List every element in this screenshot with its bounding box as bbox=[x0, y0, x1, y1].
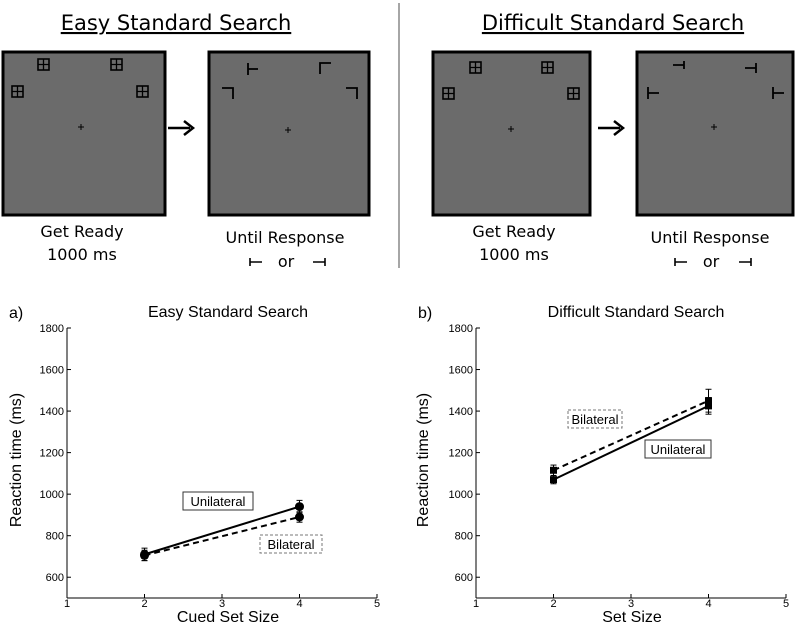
screen-get-ready bbox=[431, 50, 592, 217]
series-line-unilateral bbox=[144, 505, 300, 556]
y-tick-label: 1400 bbox=[40, 406, 64, 418]
x-tick-label: 1 bbox=[64, 598, 70, 610]
y-tick-label: 800 bbox=[46, 531, 64, 543]
chart-easy-search: a) Easy Standard Search Cued Set Size Re… bbox=[8, 304, 380, 625]
data-point bbox=[550, 476, 557, 484]
boxed-plus-icon bbox=[567, 87, 580, 100]
panel-label: b) bbox=[418, 305, 432, 322]
T-bar-icon bbox=[745, 63, 757, 73]
x-axis-label: Set Size bbox=[602, 609, 662, 625]
target-left-icon bbox=[249, 258, 262, 266]
target-right-icon bbox=[313, 258, 326, 266]
series-label-box bbox=[644, 439, 712, 459]
x-tick-label: 1 bbox=[473, 598, 479, 610]
display-screen bbox=[431, 50, 592, 217]
fixation-cross-icon bbox=[285, 127, 291, 133]
y-tick-label: 800 bbox=[455, 531, 473, 543]
T-bar-icon bbox=[673, 61, 685, 69]
screen-search bbox=[207, 50, 371, 217]
corner-L-icon bbox=[346, 87, 358, 99]
y-tick-label: 600 bbox=[455, 572, 473, 584]
caption-duration: 1000 ms bbox=[47, 245, 117, 264]
series-label: Bilateral bbox=[268, 537, 315, 552]
target-left-icon bbox=[674, 258, 687, 266]
boxed-plus-icon bbox=[469, 61, 482, 74]
y-axis-label: Reaction time (ms) bbox=[415, 393, 432, 527]
series-label: Unilateral bbox=[651, 442, 706, 457]
y-tick-label: 1000 bbox=[449, 489, 473, 501]
schematic-title: Easy Standard Search bbox=[61, 11, 292, 35]
T-bar-icon bbox=[647, 87, 659, 99]
right-arrow-icon bbox=[598, 120, 626, 136]
series-label-box bbox=[182, 491, 254, 511]
x-tick-label: 5 bbox=[783, 598, 789, 610]
screen-search bbox=[635, 50, 795, 217]
x-tick-label: 5 bbox=[374, 598, 380, 610]
series-label-box bbox=[567, 409, 623, 429]
y-axis-label: Reaction time (ms) bbox=[8, 393, 25, 527]
target-right-icon bbox=[739, 258, 752, 266]
fixation-cross-icon bbox=[711, 124, 717, 130]
corner-L-icon bbox=[247, 63, 258, 75]
series-label: Bilateral bbox=[572, 412, 619, 427]
T-bar-icon bbox=[772, 87, 784, 99]
series-line-bilateral bbox=[553, 399, 709, 472]
data-point bbox=[295, 512, 304, 522]
boxed-plus-icon bbox=[37, 58, 50, 71]
caption-get-ready: Get Ready bbox=[472, 222, 555, 241]
schematic-title: Difficult Standard Search bbox=[482, 11, 744, 35]
y-tick-label: 1600 bbox=[449, 365, 473, 377]
series-label-box bbox=[259, 534, 323, 554]
y-tick-label: 1400 bbox=[449, 406, 473, 418]
series-line-bilateral bbox=[144, 516, 300, 557]
boxed-plus-icon bbox=[11, 85, 24, 98]
caption-get-ready: Get Ready bbox=[40, 222, 123, 241]
chart-title: Easy Standard Search bbox=[148, 304, 308, 321]
boxed-plus-icon bbox=[110, 58, 123, 71]
boxed-plus-icon bbox=[442, 87, 455, 100]
series-line-unilateral bbox=[553, 404, 709, 481]
y-tick-label: 1800 bbox=[40, 323, 64, 335]
fixation-cross-icon bbox=[508, 126, 514, 132]
boxed-plus-icon bbox=[541, 61, 554, 74]
x-tick-label: 4 bbox=[296, 598, 302, 610]
caption-until-response: Until Response bbox=[651, 228, 770, 247]
y-tick-label: 1000 bbox=[40, 489, 64, 501]
chart-difficult-search: b) Difficult Standard Search Set Size Re… bbox=[415, 304, 789, 625]
y-tick-label: 600 bbox=[46, 572, 64, 584]
series-label: Unilateral bbox=[191, 494, 246, 509]
x-tick-label: 4 bbox=[705, 598, 711, 610]
y-tick-label: 1800 bbox=[449, 323, 473, 335]
display-screen bbox=[1, 50, 167, 217]
screen-get-ready bbox=[1, 50, 167, 217]
y-tick-label: 1600 bbox=[40, 365, 64, 377]
y-tick-label: 1200 bbox=[40, 448, 64, 460]
data-point bbox=[705, 397, 712, 405]
caption-duration: 1000 ms bbox=[479, 245, 549, 264]
x-tick-label: 2 bbox=[550, 598, 556, 610]
boxed-plus-icon bbox=[136, 85, 149, 98]
display-screen bbox=[207, 50, 371, 217]
caption-or: or bbox=[703, 252, 720, 271]
x-tick-label: 2 bbox=[141, 598, 147, 610]
data-point bbox=[140, 550, 149, 560]
corner-L-icon bbox=[319, 62, 331, 74]
fixation-cross-icon bbox=[78, 124, 84, 130]
display-screen bbox=[635, 50, 795, 217]
caption-until-response: Until Response bbox=[226, 228, 345, 247]
y-tick-label: 1200 bbox=[449, 448, 473, 460]
data-point bbox=[550, 466, 557, 474]
right-arrow-icon bbox=[168, 120, 196, 136]
schematic-easy: Easy Standard Search Get Ready 1000 ms bbox=[1, 11, 371, 271]
corner-L-icon bbox=[222, 87, 234, 99]
chart-title: Difficult Standard Search bbox=[548, 304, 725, 321]
panel-label: a) bbox=[9, 305, 23, 322]
x-axis-label: Cued Set Size bbox=[177, 609, 279, 625]
x-tick-label: 3 bbox=[628, 598, 634, 610]
caption-or: or bbox=[278, 252, 295, 271]
schematic-difficult: Difficult Standard Search Get Ready 100 bbox=[431, 11, 795, 271]
x-tick-label: 3 bbox=[219, 598, 225, 610]
data-point bbox=[295, 502, 304, 512]
